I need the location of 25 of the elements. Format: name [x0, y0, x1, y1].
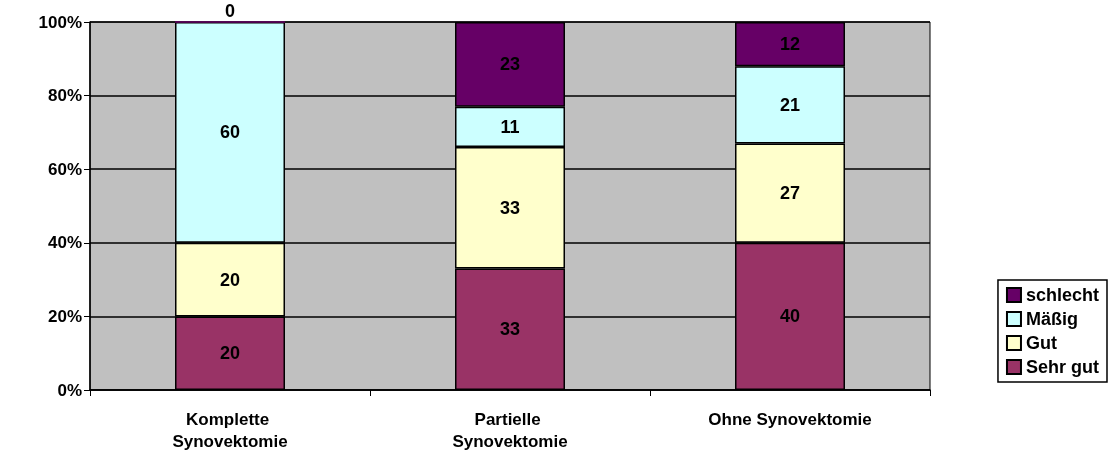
data-label: 33 — [499, 197, 521, 218]
x-tick-label: Partielle Synovektomie — [452, 409, 568, 451]
data-label: 40 — [779, 306, 801, 327]
data-label: 20 — [219, 269, 241, 290]
legend-label: Mäßig — [1025, 309, 1078, 329]
data-label: 20 — [219, 343, 241, 364]
y-tick-label: 80% — [47, 86, 82, 106]
legend-label: schlecht — [1025, 285, 1100, 305]
y-tick-label: 60% — [47, 159, 82, 179]
data-label: 11 — [500, 116, 520, 137]
data-label: 27 — [779, 183, 801, 204]
data-label: 0 — [224, 1, 236, 22]
legend-label: Gut — [1025, 333, 1057, 353]
x-tick-label: Komplette Synovektomie — [172, 409, 288, 451]
x-tick-label: Ohne Synovektomie — [708, 409, 872, 429]
data-label: 21 — [779, 94, 801, 115]
y-tick-label: 100% — [38, 12, 82, 32]
y-tick-label: 20% — [47, 306, 82, 326]
data-label: 33 — [499, 319, 521, 340]
data-label: 23 — [499, 54, 521, 75]
y-tick-label: 40% — [47, 233, 82, 253]
data-label: 60 — [219, 122, 241, 143]
legend-label: Sehr gut — [1025, 357, 1099, 377]
data-label: 12 — [779, 34, 801, 55]
y-tick-label: 0% — [57, 380, 82, 400]
